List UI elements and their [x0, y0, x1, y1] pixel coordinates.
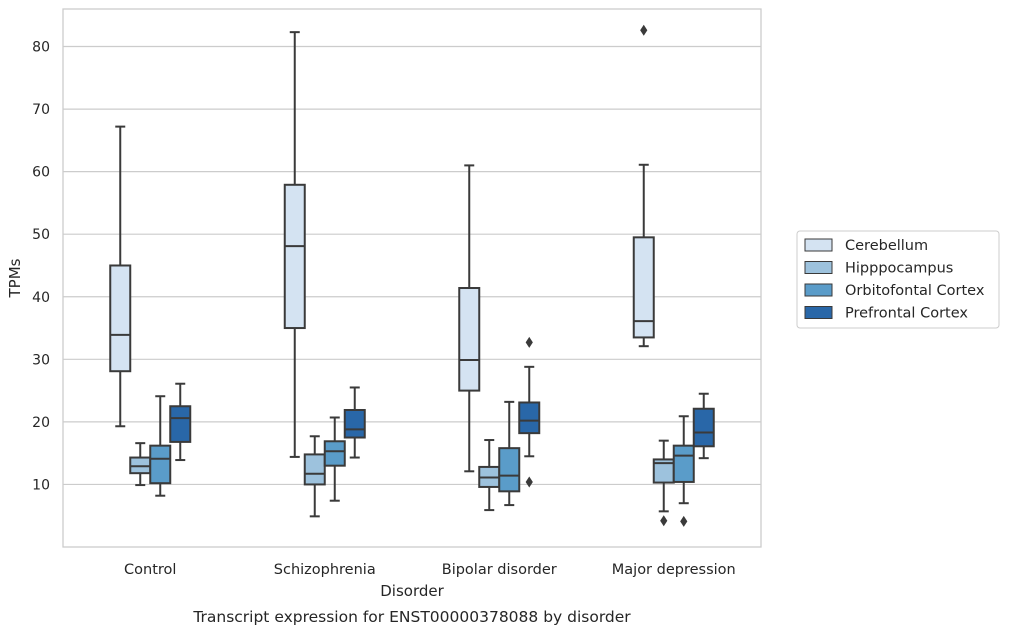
box-group	[129, 442, 152, 487]
legend-swatch	[804, 238, 833, 252]
legend-label: Prefrontal Cortex	[845, 306, 968, 322]
x-tick-label: Bipolar disorder	[442, 562, 557, 578]
box-group	[169, 382, 192, 462]
legend-frame	[796, 230, 1000, 329]
outlier-marker	[640, 24, 648, 36]
iqr-box	[692, 407, 715, 448]
iqr-box	[303, 453, 326, 486]
y-tick-label: 30	[32, 352, 50, 368]
iqr-box	[672, 444, 695, 483]
box-group	[343, 386, 366, 459]
y-tick-label: 20	[32, 415, 50, 431]
iqr-box	[149, 444, 172, 485]
outlier-marker	[680, 515, 688, 527]
y-tick-label: 70	[32, 102, 50, 118]
y-tick-label: 10	[32, 477, 50, 493]
iqr-box	[498, 447, 521, 493]
gridlines	[63, 45, 761, 486]
box-group	[283, 31, 306, 458]
iqr-box	[283, 183, 306, 330]
y-tick-label: 50	[32, 227, 50, 243]
legend-label: Cerebellum	[845, 238, 928, 254]
legend-label: Orbitofontal Cortex	[845, 283, 985, 299]
boxes	[109, 24, 715, 527]
iqr-box	[343, 408, 366, 439]
box-group	[303, 435, 326, 518]
legend-swatch	[804, 261, 833, 274]
outlier-marker	[525, 476, 533, 488]
legend: Cerebellum Hipppocampus Orbitofontal Corte…	[796, 230, 1000, 329]
legend-swatch	[804, 306, 833, 319]
box-group	[672, 415, 695, 527]
box-group	[149, 395, 172, 497]
chart-caption: Transcript expression for ENST0000037808…	[192, 608, 631, 626]
box-group	[498, 400, 521, 507]
iqr-box	[458, 287, 481, 392]
iqr-box	[323, 440, 346, 467]
box-group	[652, 439, 675, 527]
box-group	[692, 392, 715, 460]
box-group	[518, 336, 541, 488]
iqr-box	[632, 236, 655, 339]
plot-area-frame	[62, 8, 762, 548]
legend-items: Cerebellum Hipppocampus Orbitofontal Corte…	[804, 238, 985, 322]
y-axis-label: TPMs	[6, 258, 24, 298]
y-tick-label: 60	[32, 165, 50, 181]
outlier-marker	[525, 336, 533, 348]
iqr-box	[109, 264, 132, 373]
legend-label: Hipppocampus	[845, 261, 953, 277]
legend-swatch	[804, 283, 833, 297]
box-group	[109, 125, 132, 428]
x-tick-label: Schizophrenia	[274, 562, 376, 578]
outlier-marker	[660, 515, 668, 527]
box-group	[478, 439, 501, 512]
box-group	[632, 24, 655, 348]
y-tick-label: 80	[32, 40, 50, 56]
y-tick-labels: 10 20 30 40 50 60 70 80	[32, 40, 50, 494]
iqr-box	[169, 405, 192, 443]
x-axis-label: Disorder	[380, 582, 444, 600]
x-tick-labels: Control Schizophrenia Bipolar disorder Majo…	[124, 562, 736, 578]
box-group	[458, 164, 481, 473]
x-tick-label: Major depression	[612, 562, 736, 578]
y-tick-label: 40	[32, 290, 50, 306]
x-tick-label: Control	[124, 562, 176, 578]
iqr-box	[518, 401, 541, 435]
box-group	[323, 416, 346, 502]
